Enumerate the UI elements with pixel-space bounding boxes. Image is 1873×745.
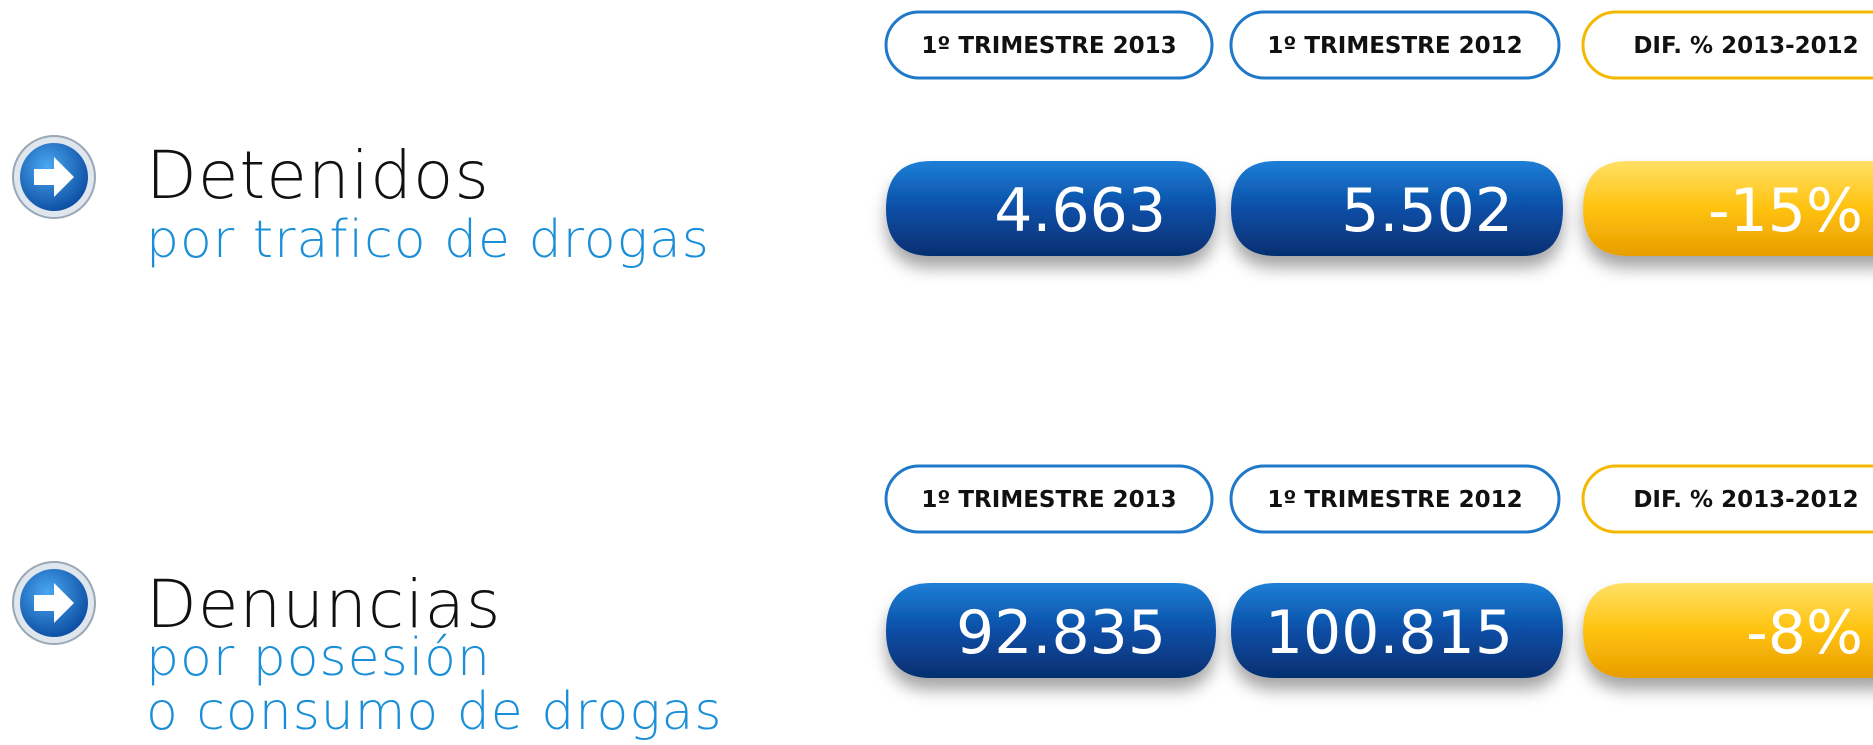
value-pill — [1583, 161, 1873, 256]
header-label: 1º TRIMESTRE 2012 — [1267, 487, 1522, 513]
value-pill — [1583, 583, 1873, 678]
section-subtitle: por trafico de drogas — [146, 210, 710, 270]
value-pill — [886, 161, 1216, 256]
icon-arrow — [34, 583, 74, 623]
arrow-icon — [12, 561, 96, 645]
header-pill — [1229, 10, 1561, 80]
value-label: 100.815 — [1265, 598, 1513, 668]
header-pill — [884, 10, 1214, 80]
section-title: Detenidos — [146, 137, 490, 214]
header-pill — [1581, 464, 1873, 534]
header-label: 1º TRIMESTRE 2013 — [921, 33, 1176, 59]
header-label: DIF. % 2013-2012 — [1633, 33, 1858, 59]
value-label: 92.835 — [956, 598, 1166, 668]
header-pill — [1229, 464, 1561, 534]
header-label: DIF. % 2013-2012 — [1633, 487, 1858, 513]
arrow-icon — [12, 135, 96, 219]
value-pill — [1231, 161, 1563, 256]
header-pill — [1581, 10, 1873, 80]
value-label: -15% — [1708, 176, 1863, 246]
header-label: 1º TRIMESTRE 2013 — [921, 487, 1176, 513]
section-subtitle: por posesión — [146, 628, 491, 688]
value-label: -8% — [1746, 598, 1863, 668]
section-title: Denuncias — [146, 566, 501, 643]
icon-arrow — [34, 157, 74, 197]
value-label: 5.502 — [1341, 176, 1513, 246]
section-subtitle: o consumo de drogas — [146, 682, 723, 742]
value-pill — [886, 583, 1216, 678]
value-label: 4.663 — [994, 176, 1166, 246]
header-pill — [884, 464, 1214, 534]
header-label: 1º TRIMESTRE 2012 — [1267, 33, 1522, 59]
value-pill — [1231, 583, 1563, 678]
